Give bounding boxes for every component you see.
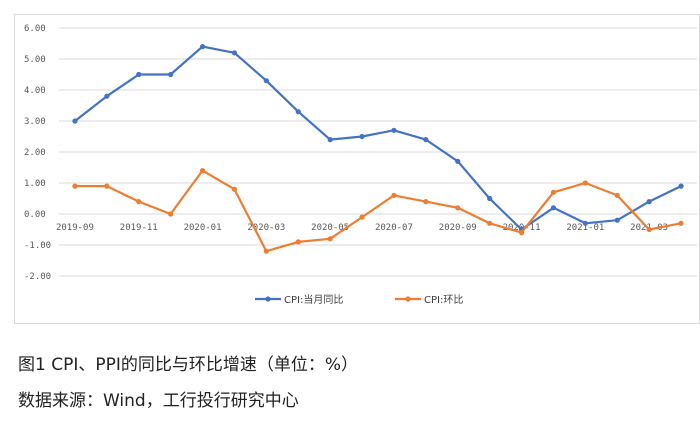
data-point bbox=[678, 183, 684, 189]
data-point bbox=[359, 133, 365, 140]
x-tick-label: 2020-01 bbox=[184, 223, 222, 233]
legend-label: CPI:当月同比 bbox=[284, 293, 343, 306]
data-point bbox=[231, 186, 238, 192]
data-point bbox=[104, 183, 110, 189]
data-point bbox=[646, 199, 652, 205]
data-point bbox=[263, 248, 269, 254]
data-point bbox=[487, 195, 493, 202]
y-tick-label: -2.00 bbox=[24, 272, 51, 282]
data-point bbox=[550, 205, 557, 211]
data-point bbox=[295, 109, 301, 115]
series-line-2 bbox=[75, 169, 682, 253]
x-tick-label: 2019-09 bbox=[56, 223, 94, 233]
data-point bbox=[391, 127, 397, 133]
y-tick-label: 2.00 bbox=[24, 148, 46, 158]
data-point bbox=[518, 230, 525, 236]
data-point bbox=[455, 205, 461, 211]
y-tick-label: 5.00 bbox=[24, 55, 46, 65]
data-point bbox=[359, 214, 365, 220]
data-point bbox=[550, 189, 557, 195]
data-point bbox=[582, 220, 588, 226]
series-line-1 bbox=[74, 45, 682, 231]
data-source: 数据来源：Wind，工行投行研究中心 bbox=[18, 391, 299, 411]
data-point bbox=[199, 168, 206, 174]
x-tick-label: 2020-05 bbox=[311, 223, 349, 233]
data-point bbox=[391, 192, 397, 198]
y-tick-label: 6.00 bbox=[24, 24, 46, 34]
data-point bbox=[614, 217, 620, 223]
data-point bbox=[231, 50, 238, 56]
legend-label: CPI:环比 bbox=[424, 294, 463, 306]
data-point bbox=[263, 78, 269, 84]
legend-marker bbox=[405, 296, 411, 302]
x-tick-label: 2020-03 bbox=[247, 223, 285, 233]
data-point bbox=[423, 199, 429, 205]
x-tick-label: 2020-09 bbox=[439, 223, 477, 233]
x-tick-label: 2019-11 bbox=[120, 223, 158, 233]
x-tick-label: 2020-07 bbox=[375, 223, 413, 233]
data-point bbox=[136, 199, 142, 205]
data-point bbox=[104, 93, 110, 99]
chart-area: -2.00 -1.00 0.00 1.00 2.00 3.00 4.00 5.00 6.00 20… bbox=[14, 14, 700, 324]
data-point bbox=[72, 118, 78, 124]
data-point bbox=[455, 158, 461, 164]
y-tick-label: 0.00 bbox=[24, 210, 46, 220]
x-tick-label: 2021-01 bbox=[566, 223, 604, 233]
y-tick-label: 3.00 bbox=[24, 117, 46, 127]
data-point bbox=[327, 236, 333, 242]
y-tick-label: 4.00 bbox=[24, 86, 46, 96]
data-point bbox=[614, 192, 620, 198]
y-tick-label: 1.00 bbox=[24, 179, 46, 189]
figure-caption: 图1 CPI、PPI的同比与环比增速（单位：%） bbox=[18, 355, 359, 375]
data-point bbox=[72, 183, 78, 189]
data-point bbox=[678, 220, 684, 226]
data-point bbox=[423, 137, 429, 143]
legend-marker bbox=[265, 296, 271, 302]
y-tick-label: -1.00 bbox=[24, 241, 51, 251]
data-point bbox=[199, 44, 206, 50]
data-point bbox=[582, 180, 588, 186]
data-point bbox=[487, 220, 493, 226]
data-point bbox=[136, 71, 142, 78]
data-point bbox=[646, 226, 652, 233]
data-point bbox=[327, 137, 333, 143]
data-point bbox=[168, 211, 174, 217]
data-point bbox=[295, 239, 301, 245]
data-point bbox=[168, 71, 174, 78]
line-chart: -2.00 -1.00 0.00 1.00 2.00 3.00 4.00 5.00 6.00 20… bbox=[24, 24, 697, 306]
